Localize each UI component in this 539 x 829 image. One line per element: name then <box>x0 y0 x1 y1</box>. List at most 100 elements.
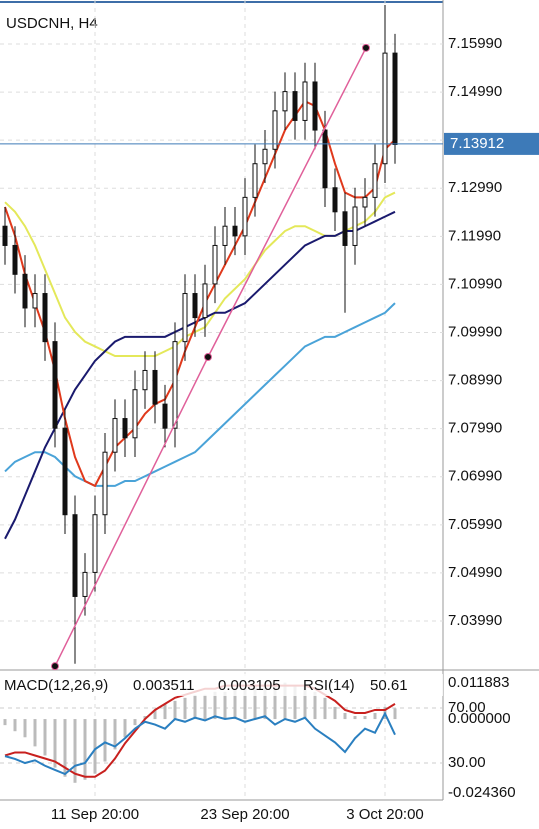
candle-body <box>42 293 48 343</box>
candle-body <box>212 244 218 285</box>
macd-bar <box>313 691 317 720</box>
trendline-point <box>204 353 212 362</box>
candle-body <box>2 225 8 246</box>
macd-bar <box>333 706 337 720</box>
y-tick-label: 7.10990 <box>448 275 502 292</box>
line <box>4 210 396 540</box>
candle-body <box>12 244 18 275</box>
macd-bar <box>323 697 327 720</box>
y-tick-label: 7.14990 <box>448 83 502 100</box>
macd-bar <box>193 694 197 720</box>
candle-body <box>232 225 238 237</box>
macd-bar <box>113 719 117 750</box>
candle-body <box>242 196 248 237</box>
macd-bar <box>53 719 57 768</box>
candle-body <box>382 52 388 165</box>
macd-bar <box>293 685 297 720</box>
candle-body <box>102 451 108 516</box>
candle-body <box>282 91 288 112</box>
price-label: 7.13912 <box>450 135 504 152</box>
macd-bar <box>303 685 307 720</box>
macd-bar <box>273 682 277 720</box>
macd-bar <box>353 716 357 720</box>
trendline-point <box>362 43 370 52</box>
macd-bar <box>133 719 137 726</box>
candle-body <box>92 514 98 573</box>
line <box>4 191 396 358</box>
macd-bar <box>103 719 107 762</box>
macd-bar <box>263 685 267 720</box>
candle-body <box>352 206 358 246</box>
candle-body <box>132 389 138 439</box>
indicator-label: MACD(12,26,9) <box>4 677 108 694</box>
y-tick-label: 7.08990 <box>448 372 502 389</box>
macd-bar <box>173 700 177 720</box>
macd-bar <box>23 719 27 738</box>
candle-body <box>332 187 338 213</box>
candle-body <box>82 571 88 597</box>
chart-title: USDCNH, H4 <box>6 15 98 32</box>
macd-bar <box>283 682 287 720</box>
indicator-label: 0.003511 <box>133 677 194 694</box>
candle-body <box>172 341 178 429</box>
x-tick-label: 11 Sep 20:00 <box>51 806 139 823</box>
candle-body <box>52 341 58 429</box>
macd-bar <box>63 719 67 777</box>
x-tick-label: 3 Oct 20:00 <box>346 806 424 823</box>
candle-body <box>372 163 378 198</box>
candle-body <box>22 273 28 309</box>
line <box>4 99 396 488</box>
candle-body <box>362 196 368 208</box>
macd-bar <box>143 716 147 720</box>
candle-body <box>192 293 198 319</box>
candle-body <box>272 110 278 150</box>
indicator-label: RSI(14) <box>303 677 355 694</box>
candle-body <box>182 293 188 343</box>
macd-bar <box>13 719 17 732</box>
header-bg <box>0 674 443 696</box>
candle-body <box>72 514 78 597</box>
macd-bar <box>33 719 37 747</box>
macd-bar <box>3 719 7 726</box>
indicator-label: 0.003105 <box>218 677 281 694</box>
candle-body <box>322 129 328 189</box>
line <box>4 302 396 487</box>
macd-bar <box>343 712 347 720</box>
y-tick-label: 7.12990 <box>448 179 502 196</box>
trendline-point <box>51 662 59 671</box>
y-tick-label: 7.06990 <box>448 468 502 485</box>
y-tick-label: -0.024360 <box>448 784 516 801</box>
macd-bar <box>373 712 377 720</box>
candle-body <box>262 148 268 165</box>
line <box>4 711 396 776</box>
candle-body <box>302 81 308 121</box>
macd-bar <box>243 688 247 720</box>
y-tick-label: 7.05990 <box>448 516 502 533</box>
candle-body <box>222 225 228 246</box>
candle-body <box>142 369 148 391</box>
macd-bar <box>153 709 157 720</box>
candle-body <box>162 403 168 429</box>
candle-body <box>112 418 118 453</box>
macd-bar <box>183 697 187 720</box>
candle-body <box>312 81 318 131</box>
macd-bar <box>363 716 367 720</box>
macd-bar <box>83 719 87 780</box>
y-tick-label: 7.15990 <box>448 35 502 52</box>
macd-bar <box>233 688 237 720</box>
candle-body <box>392 52 398 145</box>
candle-body <box>342 211 348 246</box>
y-tick-label: 7.09990 <box>448 323 502 340</box>
y-tick-label: 0.011883 <box>448 674 509 691</box>
candle-body <box>202 283 208 319</box>
macd-bar <box>213 691 217 720</box>
macd-bar <box>393 708 397 720</box>
y-tick-label: 7.11990 <box>448 227 501 244</box>
macd-bar <box>223 691 227 720</box>
price-label-box <box>444 132 539 155</box>
macd-bar <box>43 719 47 756</box>
y2-tick-label: 30.00 <box>448 754 486 771</box>
y-tick-label: 7.03990 <box>448 612 502 629</box>
